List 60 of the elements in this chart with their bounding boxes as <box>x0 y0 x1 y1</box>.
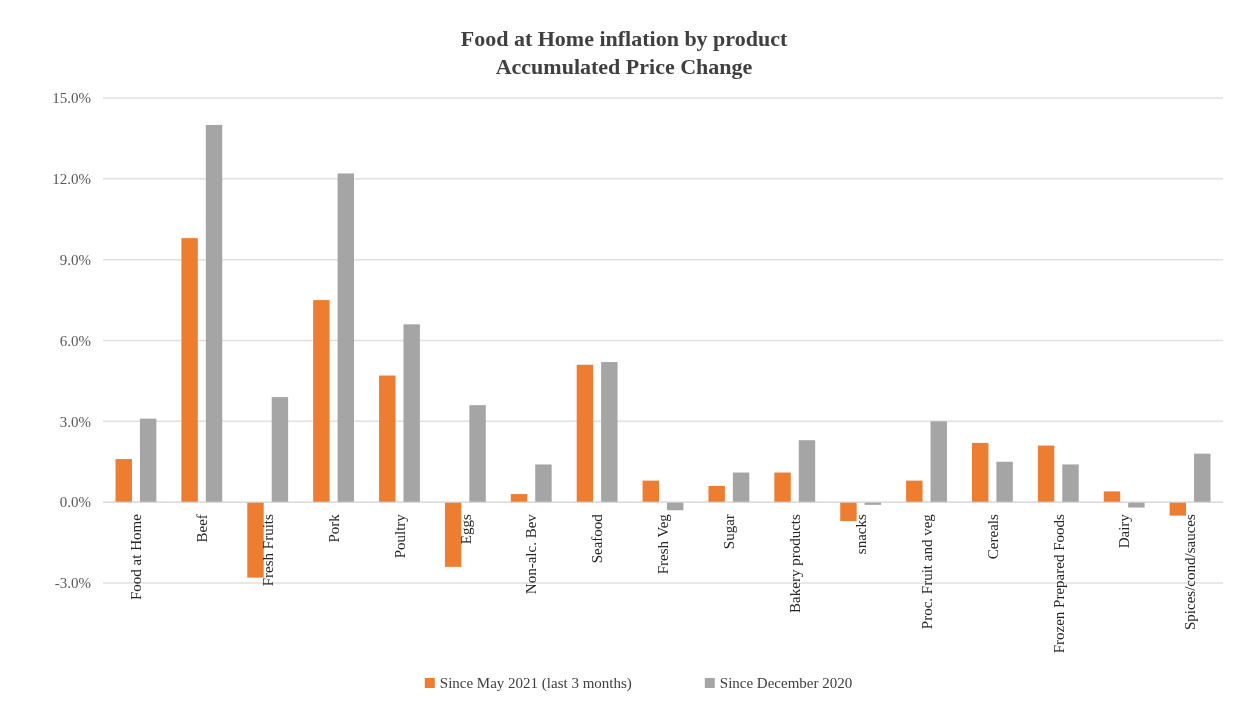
bar <box>996 461 1013 503</box>
bar <box>115 459 132 503</box>
bar <box>181 238 198 503</box>
y-tick-label: 15.0% <box>52 90 91 107</box>
bar <box>444 502 462 567</box>
bar <box>510 494 528 503</box>
legend-label: Since May 2021 (last 3 months) <box>439 675 632 693</box>
legend-label: Since December 2020 <box>719 675 853 692</box>
bar <box>271 397 289 503</box>
bar <box>732 472 750 503</box>
bar <box>313 300 330 503</box>
y-tick-label: 6.0% <box>59 332 91 349</box>
chart-title: Food at Home inflation by product <box>460 26 788 51</box>
bar <box>139 418 157 503</box>
bar <box>535 464 552 503</box>
bar <box>337 173 355 503</box>
x-tick-label: Spices/cond/sauces <box>1182 514 1199 630</box>
x-tick-label: Non-alc. Bev <box>523 513 540 595</box>
x-tick-label: snacks <box>852 514 869 555</box>
bar <box>576 364 594 503</box>
y-tick-label: -3.0% <box>54 575 91 592</box>
bar <box>798 440 816 503</box>
chart-subtitle: Accumulated Price Change <box>495 54 753 79</box>
bar <box>774 472 791 503</box>
x-tick-label: Poultry <box>391 513 408 559</box>
x-tick-label: Cereals <box>984 514 1001 560</box>
y-tick-label: 0.0% <box>59 494 91 511</box>
bar <box>1128 502 1145 508</box>
bar <box>205 124 223 503</box>
bar <box>906 480 923 503</box>
bar <box>403 324 420 503</box>
x-tick-label: Bakery products <box>787 514 804 613</box>
x-tick-label: Proc. Fruit and veg <box>918 513 935 630</box>
x-tick-label: Fresh Veg <box>655 513 672 575</box>
bar <box>379 375 396 503</box>
bar <box>708 486 725 503</box>
x-tick-label: Eggs <box>457 514 474 545</box>
y-tick-label: 9.0% <box>59 251 91 268</box>
bar <box>1037 445 1055 503</box>
x-tick-label: Seafood <box>589 513 606 564</box>
x-tick-label: Pork <box>325 513 342 543</box>
bar <box>601 362 618 503</box>
bar <box>247 502 264 578</box>
x-tick-label: Food at Home <box>128 513 145 600</box>
bar <box>930 421 947 503</box>
bar <box>971 442 989 503</box>
x-tick-label: Beef <box>194 514 211 543</box>
bar <box>840 502 857 522</box>
x-tick-label: Sugar <box>721 514 738 550</box>
bar <box>642 480 659 503</box>
bar <box>469 405 486 503</box>
x-tick-label: Dairy <box>1116 513 1133 549</box>
y-tick-label: 12.0% <box>52 171 91 188</box>
bar <box>1169 502 1187 516</box>
y-tick-label: 3.0% <box>59 413 91 430</box>
x-tick-label: Frozen Prepared Foods <box>1050 514 1067 654</box>
x-tick-label: Fresh Fruits <box>259 514 276 587</box>
bar <box>1062 464 1079 503</box>
bar <box>1103 491 1121 503</box>
bar <box>1194 453 1211 503</box>
